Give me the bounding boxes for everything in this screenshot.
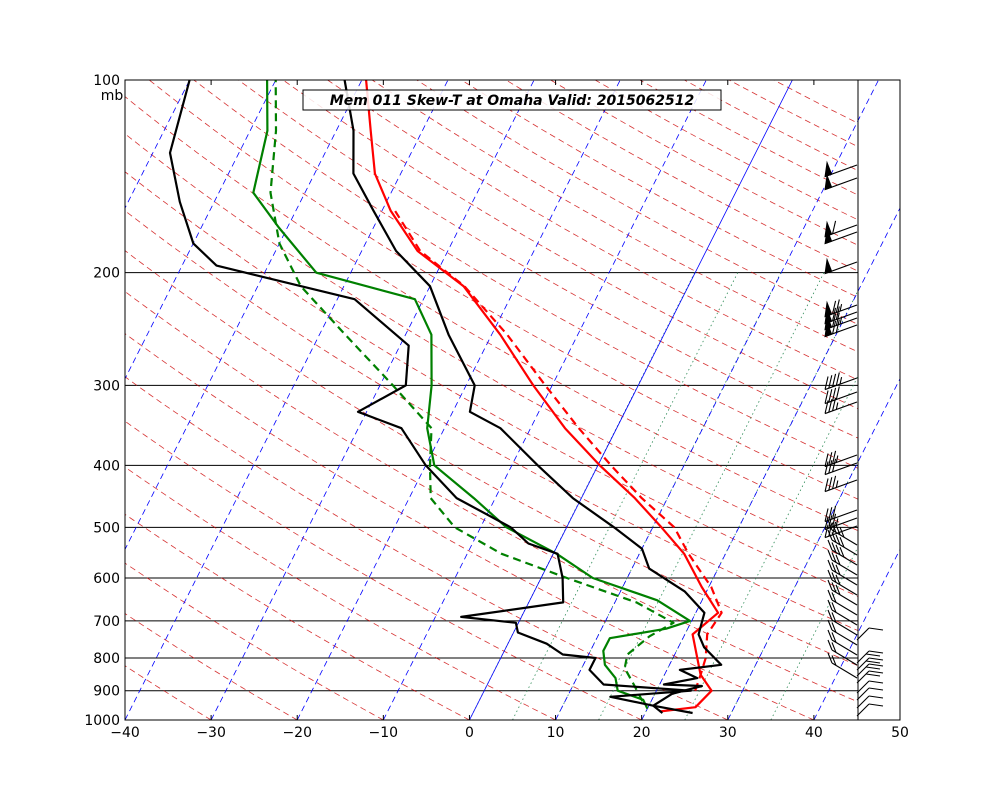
- y-tick-label: 500: [93, 520, 120, 536]
- wind-barb: [856, 650, 884, 664]
- wind-barb: [856, 680, 884, 694]
- chart-title: Mem 011 Skew-T at Omaha Valid: 201506251…: [330, 93, 694, 109]
- wind-barb: [827, 652, 858, 679]
- wind-barb: [824, 257, 858, 275]
- dry-adiabat: [125, 133, 858, 564]
- x-tick-label: 50: [891, 725, 909, 741]
- wind-barb: [856, 670, 884, 684]
- series-line-solid-black: [168, 80, 693, 715]
- series-line-dashed-red: [393, 210, 723, 692]
- x-tick-label: 30: [719, 725, 737, 741]
- wind-barb: [827, 589, 858, 616]
- wind-barb: [827, 619, 858, 646]
- y-tick-label: 200: [93, 266, 120, 282]
- wind-barb: [824, 475, 858, 493]
- wind-barb: [856, 663, 884, 677]
- wind-barb: [856, 703, 884, 717]
- x-tick-label: 10: [547, 725, 565, 741]
- dry-adiabat: [125, 96, 858, 532]
- dry-adiabat: [125, 291, 858, 703]
- wind-barb: [824, 160, 858, 178]
- dry-adiabat: [125, 420, 642, 720]
- wind-barb: [856, 687, 884, 701]
- dry-adiabat: [125, 466, 556, 720]
- x-tick-label: 0: [465, 725, 474, 741]
- moist-adiabat: [555, 272, 782, 720]
- wind-barb: [824, 458, 858, 476]
- x-tick-label: 20: [633, 725, 651, 741]
- wind-barb: [827, 569, 858, 596]
- dry-adiabat: [327, 80, 858, 381]
- dry-adiabat: [125, 513, 470, 720]
- zero-isotherm: [469, 80, 793, 720]
- x-tick-label: −30: [196, 725, 226, 741]
- x-tick-label: −10: [369, 725, 399, 741]
- y-tick-label: 900: [93, 684, 120, 700]
- axis-ticks: −40 −30 −20 −10 0 10 20 30 40 50 1000 900 800 700 600 5…: [84, 73, 909, 741]
- series-line-solid-black: [343, 80, 723, 714]
- y-tick-label: 300: [93, 378, 120, 394]
- x-tick-label: −40: [110, 725, 140, 741]
- moist-adiabat: [684, 375, 858, 720]
- dry-adiabat: [193, 80, 858, 469]
- y-tick-label: 1000: [84, 713, 120, 729]
- dry-adiabat: [125, 562, 384, 720]
- wind-barb: [856, 627, 884, 641]
- x-tick-label: 40: [805, 725, 823, 741]
- chart-title-box: Mem 011 Skew-T at Omaha Valid: 201506251…: [302, 89, 722, 111]
- series-layer: [168, 80, 723, 715]
- series-line-dashed-green: [269, 80, 675, 702]
- wind-barb: [827, 639, 858, 666]
- dry-adiabat: [282, 80, 858, 410]
- y-unit-label: mb: [101, 88, 124, 104]
- wind-barb: [827, 519, 858, 546]
- wind-barb: [824, 372, 858, 391]
- wind-barb: [824, 173, 858, 191]
- dry-adiabat: [125, 250, 858, 667]
- wind-barb: [856, 657, 884, 671]
- wind-barb: [856, 695, 884, 709]
- y-tick-label: 100: [93, 73, 120, 89]
- wind-barb: [824, 227, 858, 245]
- plot-frame: [124, 79, 901, 721]
- dry-adiabat: [125, 665, 212, 720]
- wind-barb: [827, 529, 858, 556]
- wind-barb: [827, 599, 858, 626]
- wind-barb: [824, 386, 858, 405]
- x-tick-label: −20: [282, 725, 312, 741]
- wind-barb: [827, 579, 858, 606]
- wind-barb: [827, 559, 858, 586]
- grid-layer: [125, 80, 858, 720]
- wind-barb: [827, 609, 858, 636]
- wind-barb: [827, 549, 858, 576]
- wind-barbs: [824, 160, 884, 717]
- wind-barb: [824, 397, 858, 415]
- dry-adiabat: [125, 210, 858, 632]
- y-tick-label: 400: [93, 458, 120, 474]
- y-tick-label: 600: [93, 571, 120, 587]
- wind-barb: [827, 539, 858, 566]
- wind-barb: [827, 629, 858, 656]
- y-tick-label: 700: [93, 614, 120, 630]
- wind-barb: [824, 319, 858, 338]
- series-line-solid-green: [252, 80, 692, 710]
- dry-adiabat: [125, 376, 728, 720]
- y-tick-label: 800: [93, 651, 120, 667]
